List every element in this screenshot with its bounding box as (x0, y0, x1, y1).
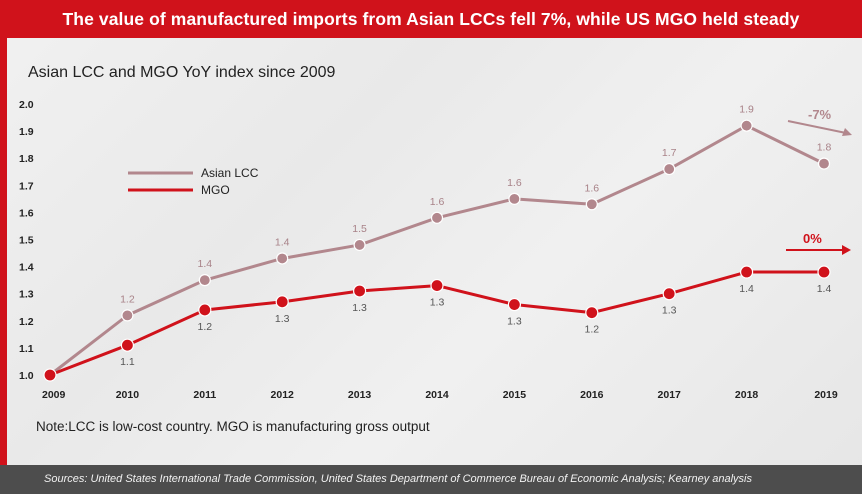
data-label: 1.3 (275, 313, 290, 325)
x-tick-label: 2019 (814, 389, 838, 401)
data-point-asian-lcc (508, 192, 521, 205)
change-label-asian-lcc: -7% (808, 107, 832, 122)
data-point-mgo (507, 297, 522, 312)
data-point-mgo (662, 287, 676, 301)
data-point-mgo (430, 278, 444, 293)
footnote: Note:LCC is low-cost country. MGO is man… (36, 419, 430, 434)
data-label: 1.6 (584, 182, 599, 194)
y-tick-label: 1.6 (19, 207, 34, 219)
data-point-mgo (275, 295, 289, 309)
data-point-asian-lcc (121, 309, 134, 322)
data-point-mgo (353, 284, 367, 298)
data-label: 1.3 (430, 297, 445, 309)
y-tick-label: 1.3 (19, 289, 34, 301)
x-tick-label: 2015 (503, 389, 527, 401)
x-tick-label: 2016 (580, 389, 604, 401)
accent-bar (0, 0, 7, 494)
header-bar (0, 0, 862, 38)
y-tick-label: 1.1 (19, 343, 34, 355)
x-tick-label: 2012 (271, 389, 295, 401)
data-point-mgo (739, 265, 754, 279)
legend-label: Asian LCC (201, 166, 259, 180)
data-label: 1.7 (662, 147, 677, 159)
y-tick-label: 2.0 (19, 99, 34, 111)
data-point-mgo (817, 265, 831, 279)
arrowhead-icon (842, 128, 852, 136)
data-label: 1.2 (197, 321, 212, 333)
x-tick-label: 2011 (193, 389, 216, 401)
data-point-asian-lcc (817, 157, 831, 170)
y-tick-label: 1.2 (19, 316, 34, 328)
data-label: 1.1 (120, 356, 135, 368)
data-point-mgo (198, 303, 212, 317)
data-label: 1.9 (739, 104, 754, 116)
data-label: 1.4 (275, 236, 290, 248)
data-point-mgo (120, 338, 135, 352)
data-point-asian-lcc (430, 211, 444, 224)
change-label-mgo: 0% (803, 231, 822, 246)
legend-label: MGO (201, 183, 230, 197)
y-tick-label: 1.5 (19, 235, 34, 247)
data-label: 1.6 (507, 177, 522, 189)
data-label: 1.8 (817, 142, 832, 154)
data-point-mgo (585, 306, 599, 320)
data-label: 1.5 (352, 223, 367, 235)
data-label: 1.3 (352, 302, 367, 314)
data-point-asian-lcc (663, 162, 676, 176)
footer-bar (0, 465, 862, 494)
arrowhead-icon (842, 245, 851, 255)
data-label: 1.2 (120, 293, 135, 305)
data-label: 1.2 (584, 324, 599, 336)
x-tick-label: 2010 (116, 389, 140, 401)
y-tick-label: 1.4 (19, 262, 34, 274)
x-tick-label: 2009 (42, 389, 66, 401)
data-label: 1.6 (430, 196, 445, 208)
data-point-asian-lcc (740, 119, 753, 132)
x-tick-label: 2013 (348, 389, 372, 401)
data-label: 1.3 (507, 316, 522, 328)
data-point-asian-lcc (353, 238, 366, 252)
series-line-asian-lcc (49, 124, 825, 377)
data-point-asian-lcc (198, 274, 211, 287)
data-label: 1.4 (817, 283, 832, 295)
page-title: The value of manufactured imports from A… (62, 9, 800, 29)
y-tick-label: 1.9 (19, 126, 34, 138)
y-tick-label: 1.7 (19, 180, 34, 192)
y-tick-label: 1.8 (19, 153, 34, 165)
sources-text: Sources: United States International Tra… (44, 473, 752, 485)
data-point-asian-lcc (276, 252, 289, 265)
x-tick-label: 2018 (735, 389, 759, 401)
down-arrow-icon (787, 120, 847, 134)
chart-title: Asian LCC and MGO YoY index since 2009 (28, 64, 336, 81)
x-tick-label: 2017 (658, 389, 682, 401)
data-point-mgo (43, 368, 57, 382)
y-tick-label: 1.0 (19, 370, 34, 382)
x-tick-label: 2014 (425, 389, 449, 401)
data-label: 1.4 (197, 258, 212, 270)
data-point-asian-lcc (585, 198, 598, 211)
data-label: 1.3 (662, 305, 677, 317)
data-label: 1.4 (739, 283, 754, 295)
